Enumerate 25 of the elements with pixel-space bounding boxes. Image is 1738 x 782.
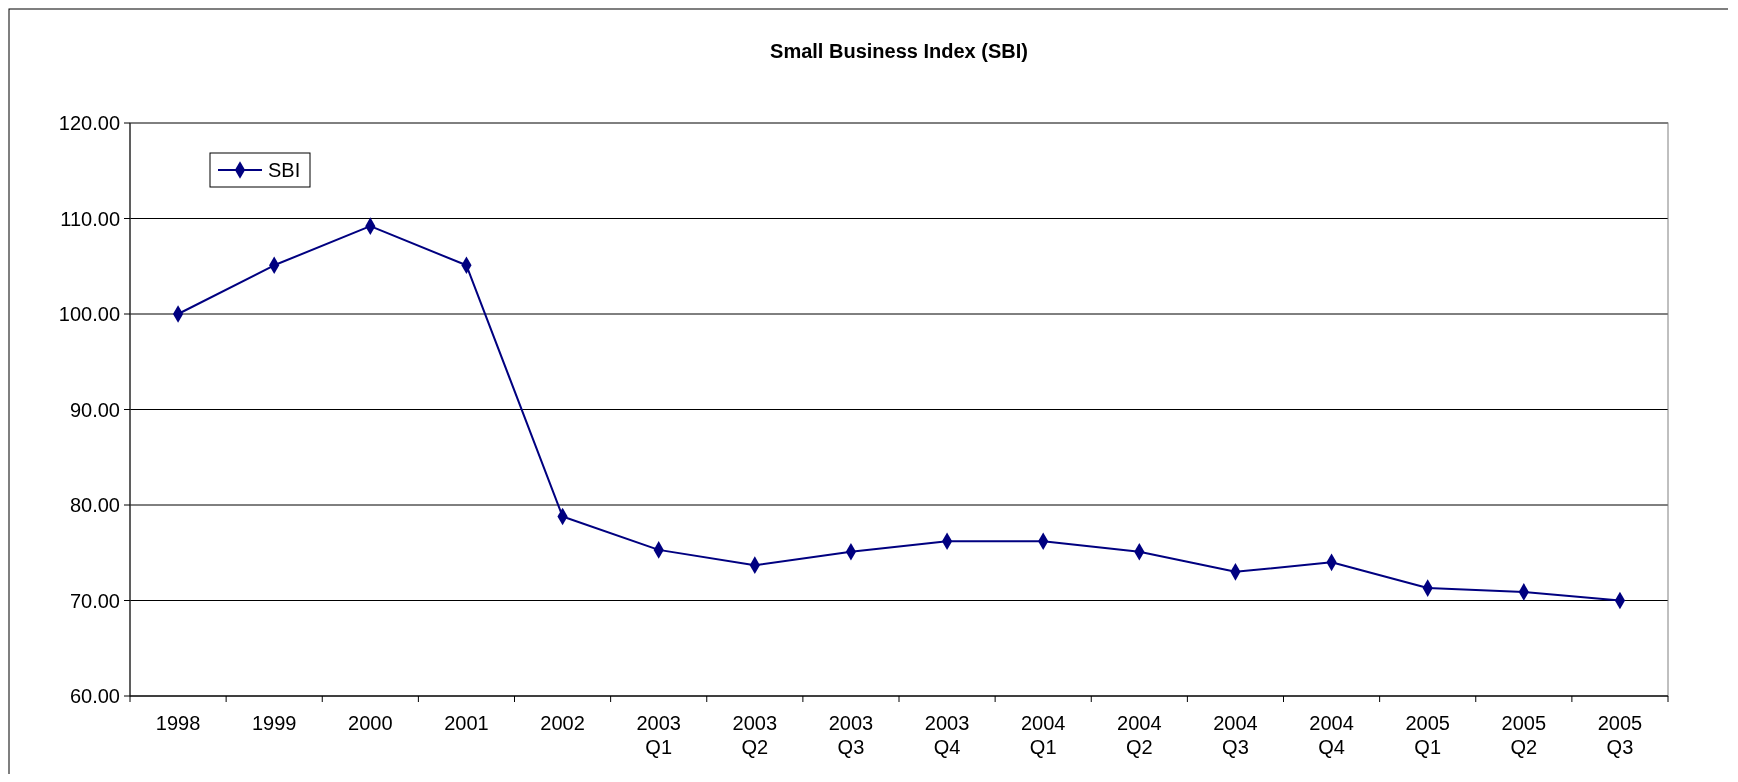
y-tick-label: 90.00	[69, 398, 120, 421]
y-tick-label: 80.00	[69, 494, 120, 516]
chart-title: Small Business Index (SBI)	[770, 40, 1028, 62]
x-tick-label: 2001	[444, 712, 489, 734]
x-tick-label: 2003 Q2	[732, 712, 778, 758]
x-tick-label: 2005 Q1	[1405, 712, 1450, 758]
y-tick-label: 60.00	[69, 685, 120, 707]
x-tick-label: 1998	[155, 712, 201, 734]
x-tick-label: 2004 Q2	[1117, 712, 1162, 758]
x-tick-label: 2004 Q4	[1309, 712, 1354, 758]
y-tick-label: 100.00	[58, 303, 120, 325]
x-tick-label: 2002	[540, 712, 585, 734]
x-tick-label: 1999	[251, 712, 297, 734]
x-tick-label: 2003 Q4	[924, 712, 970, 758]
x-tick-label: 2004 Q3	[1213, 712, 1258, 758]
x-tick-label: 2004 Q1	[1020, 712, 1066, 758]
y-tick-label: 110.00	[60, 207, 120, 230]
x-tick-label: 2000	[348, 712, 393, 734]
legend-label: SBI	[268, 159, 301, 181]
x-tick-label: 2003 Q1	[636, 712, 681, 758]
y-tick-label: 70.00	[69, 589, 120, 612]
x-tick-label: 2005 Q3	[1597, 712, 1643, 758]
y-tick-label: 120.00	[58, 112, 120, 134]
x-tick-label: 2005 Q2	[1501, 712, 1547, 758]
x-tick-label: 2003 Q3	[828, 712, 874, 758]
